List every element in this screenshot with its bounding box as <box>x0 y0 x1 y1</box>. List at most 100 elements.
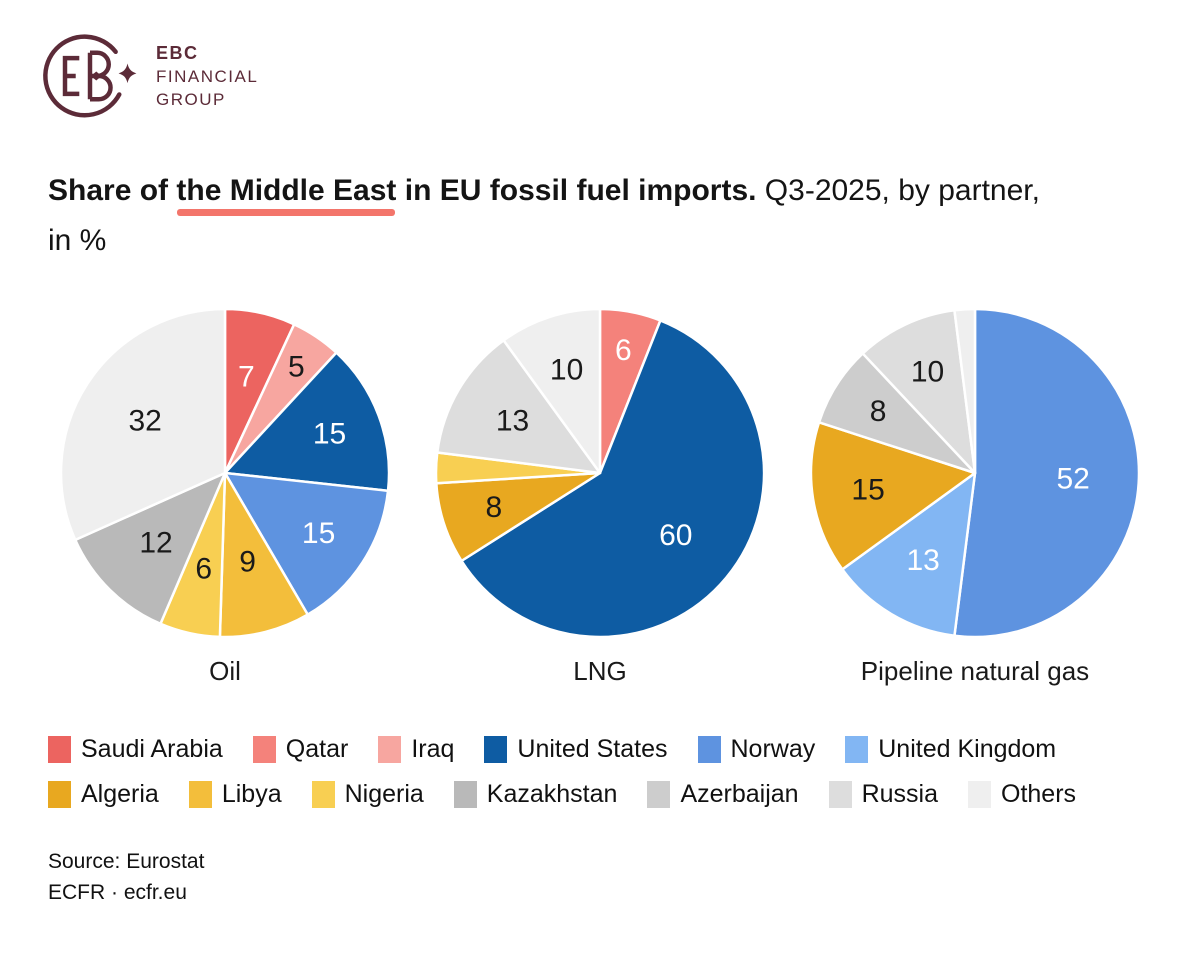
title-bold-prefix: Share of <box>48 174 177 207</box>
legend-swatch-libya <box>188 781 212 808</box>
slice-value-label: 10 <box>911 356 944 389</box>
legend-item-iraq: Iraq <box>378 735 454 764</box>
legend: Saudi Arabia Qatar Iraq United States Norway… <box>48 727 1076 817</box>
logo-line-financial: FINANCIAL <box>156 66 259 86</box>
legend-label: Kazakhstan <box>486 780 618 808</box>
credit-text: ECFR · ecfr.eu <box>48 881 187 904</box>
source-text: Source: Eurostat <box>48 850 205 873</box>
slice-value-label: 8 <box>486 491 503 524</box>
slice-value-label: 15 <box>302 517 335 550</box>
legend-label: United States <box>517 735 668 763</box>
legend-swatch-nigeria <box>311 781 335 808</box>
slice-value-label: 15 <box>851 473 884 506</box>
legend-swatch-iraq <box>378 736 402 763</box>
pie-slice-united-states <box>223 351 391 493</box>
slice-value-label: 5 <box>288 350 305 383</box>
legend-swatch-norway <box>697 736 721 763</box>
pie-svg-lng: 6 60 8 13 10 <box>434 307 766 639</box>
chart-caption-oil: Oil <box>209 656 241 686</box>
pie-oil-canvas: 7 5 15 15 9 6 12 32 <box>58 306 392 640</box>
legend-item-algeria: Algeria <box>48 780 159 809</box>
pie-lng-canvas: 6 60 8 13 10 <box>433 306 767 640</box>
slice-value-label: 8 <box>870 395 887 428</box>
legend-label: Algeria <box>81 780 159 808</box>
pie-slice-russia <box>436 339 602 475</box>
logo-line-ebc: EBC <box>156 42 199 63</box>
pie-slice-others <box>502 307 602 475</box>
legend-label: Russia <box>861 780 938 808</box>
pie-slice-algeria <box>809 421 977 571</box>
pie-slice-others <box>953 307 977 475</box>
title-unit-line: in % <box>48 224 107 257</box>
legend-swatch-qatar <box>252 736 276 763</box>
legend-item-others: Others <box>968 780 1076 809</box>
legend-item-saudi-arabia: Saudi Arabia <box>48 735 223 764</box>
legend-swatch-azerbaijan <box>647 781 671 808</box>
legend-label: Qatar <box>285 735 349 763</box>
legend-item-kazakhstan: Kazakhstan <box>453 780 618 809</box>
legend-item-qatar: Qatar <box>252 735 349 764</box>
title-bold-suffix: in EU fossil fuel imports. <box>396 174 757 207</box>
pie-slice-norway <box>223 471 390 616</box>
legend-label: Libya <box>221 780 282 808</box>
slice-value-label: 9 <box>239 546 256 579</box>
diamond-icon <box>90 71 102 81</box>
title-subtitle: Q3-2025, by partner, <box>756 174 1040 207</box>
legend-label: Saudi Arabia <box>81 735 223 763</box>
legend-swatch-russia <box>828 781 852 808</box>
pie-slice-libya <box>218 471 309 639</box>
legend-label: Nigeria <box>344 780 424 808</box>
pie-pipeline-canvas: 52 13 15 8 10 <box>808 306 1142 640</box>
legend-item-norway: Norway <box>697 735 816 764</box>
legend-item-nigeria: Nigeria <box>311 780 424 809</box>
legend-label: Norway <box>730 735 816 763</box>
legend-swatch-others <box>968 781 991 808</box>
legend-swatch-united-kingdom <box>845 736 869 763</box>
ebc-logo-emblem <box>43 34 137 118</box>
slice-value-label: 7 <box>238 360 255 393</box>
logo-line-group: GROUP <box>156 89 226 109</box>
legend-row-2: Algeria Libya Nigeria Kazakhstan Azerbaijan R… <box>48 772 1076 817</box>
legend-swatch-kazakhstan <box>453 781 477 808</box>
slice-value-label: 52 <box>1057 463 1090 496</box>
legend-swatch-algeria <box>48 781 71 808</box>
pie-chart-pipeline: 52 13 15 8 10 Pipeline natural gas <box>808 306 1142 687</box>
legend-row-1: Saudi Arabia Qatar Iraq United States Norway… <box>48 727 1076 772</box>
legend-item-libya: Libya <box>188 780 282 809</box>
footer: Source: Eurostat ECFR · ecfr.eu <box>48 846 204 908</box>
slice-value-label: 10 <box>550 354 583 387</box>
legend-label: Others <box>1001 780 1077 808</box>
sparkle-icon <box>118 63 137 84</box>
slice-value-label: 15 <box>313 418 346 451</box>
pie-svg-pipeline-natural-gas: 52 13 15 8 10 <box>809 307 1141 639</box>
legend-label: United Kingdom <box>878 735 1057 763</box>
legend-label: Azerbaijan <box>680 780 799 808</box>
pie-slice-united-kingdom <box>841 471 977 637</box>
slice-value-label: 6 <box>195 553 212 586</box>
legend-swatch-united-states <box>484 736 508 763</box>
middle-east-highlight: the Middle East <box>176 174 397 207</box>
legend-label: Iraq <box>411 735 455 763</box>
slice-value-label: 13 <box>496 405 529 438</box>
slice-value-label: 60 <box>659 519 692 552</box>
legend-item-united-kingdom: United Kingdom <box>845 735 1056 764</box>
slice-value-label: 12 <box>139 527 172 560</box>
pie-slice-russia <box>861 309 977 475</box>
pie-slice-others <box>59 307 227 542</box>
legend-item-azerbaijan: Azerbaijan <box>647 780 799 809</box>
pie-slice-united-states <box>460 319 766 639</box>
pie-slice-kazakhstan <box>74 471 227 626</box>
page-title: Share of the Middle East in EU fossil fu… <box>48 166 1168 266</box>
slice-value-label: 32 <box>129 405 162 438</box>
legend-swatch-saudi-arabia <box>48 736 71 763</box>
chart-caption-pipeline: Pipeline natural gas <box>860 656 1090 686</box>
pie-chart-oil: 7 5 15 15 9 6 12 32 Oil <box>58 306 392 687</box>
pie-svg-oil: 7 5 15 15 96 12 32 <box>59 307 391 639</box>
chart-caption-lng: LNG <box>573 656 627 686</box>
legend-item-russia: Russia <box>828 780 938 809</box>
slice-value-label: 13 <box>907 544 940 577</box>
ebc-wordmark: EBC FINANCIAL GROUP <box>156 42 258 111</box>
legend-item-united-states: United States <box>484 735 668 764</box>
pie-slice-norway <box>953 307 1141 639</box>
ebc-logo: EBC FINANCIAL GROUP <box>40 26 258 126</box>
